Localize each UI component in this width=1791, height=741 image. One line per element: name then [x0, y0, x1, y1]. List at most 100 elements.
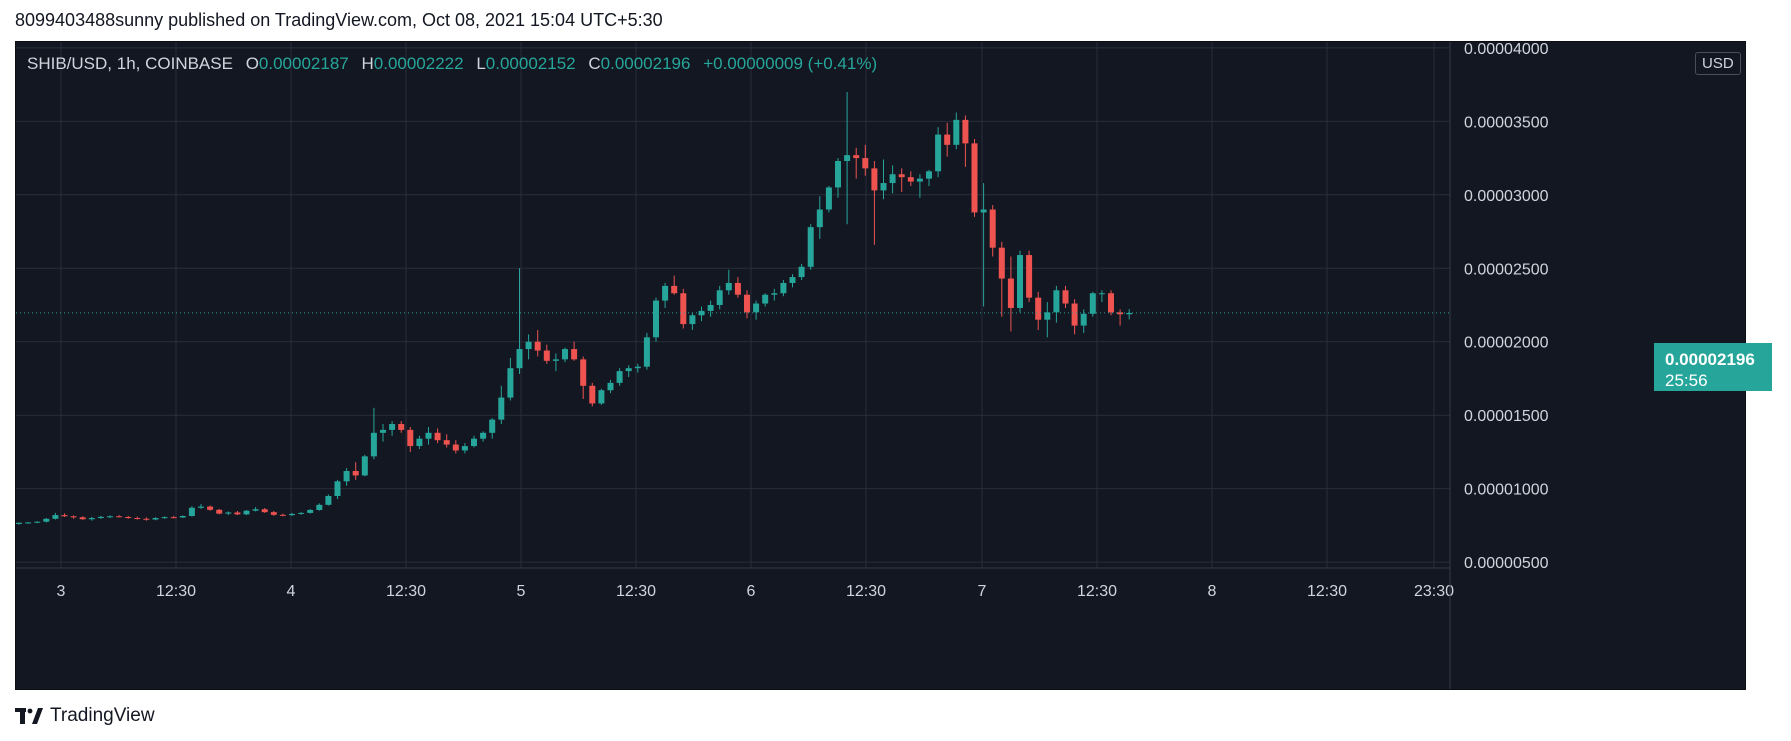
candle-body [234, 512, 241, 515]
y-tick-label: 0.00001000 [1464, 482, 1549, 499]
candle-body [507, 368, 514, 398]
candle-body [52, 515, 59, 519]
candle-body [225, 512, 232, 514]
candle-body [534, 341, 541, 351]
candle-up [552, 353, 559, 372]
x-tick-label: 12:30 [846, 583, 886, 600]
candle-body [107, 516, 113, 518]
candle-up [525, 334, 532, 360]
candle-body [689, 315, 696, 325]
candle-up [1017, 250, 1023, 313]
candle-body [889, 174, 896, 184]
candle-down [1007, 256, 1014, 332]
candle-up [334, 479, 341, 499]
candle-down [589, 382, 596, 407]
candle-body [380, 429, 386, 433]
open-value: 0.00002187 [258, 54, 349, 73]
y-tick-label: 0.00002000 [1464, 335, 1549, 352]
candle-up [370, 407, 377, 460]
candle-down [571, 341, 578, 361]
candle-body [334, 481, 341, 497]
symbol-info[interactable]: SHIB/USD, 1h, COINBASE [27, 54, 233, 73]
candle-body [953, 119, 960, 145]
candle-up [1053, 285, 1060, 323]
candle-body [461, 446, 468, 451]
candle-body [898, 174, 905, 178]
candle-down [534, 329, 541, 357]
candle-body [971, 143, 978, 213]
candle-body [498, 397, 505, 420]
x-tick-label: 4 [287, 583, 296, 600]
candle-up [507, 357, 514, 401]
candle-body [370, 432, 377, 457]
candle-body [543, 350, 550, 361]
candle-body [825, 187, 832, 210]
candle-up [461, 443, 468, 454]
candle-up [653, 297, 659, 342]
candle-down [434, 428, 441, 444]
y-tick-label: 0.00003500 [1464, 114, 1549, 131]
candle-up [16, 522, 22, 525]
candle-up [798, 263, 805, 281]
candle-up [753, 300, 760, 320]
candle-body [716, 290, 723, 305]
candle-up [52, 512, 59, 520]
candle-body [698, 310, 705, 316]
candle-down [261, 508, 268, 513]
candle-body [580, 359, 587, 386]
open-label: O [245, 54, 259, 73]
candle-down [580, 356, 587, 400]
x-tick-label: 5 [517, 583, 526, 600]
candle-body [352, 471, 359, 476]
candle-down [1062, 285, 1069, 308]
candle-body [935, 134, 942, 172]
candle-body [1007, 278, 1014, 308]
chart-panel[interactable]: 0.00000500 0.00001000 0.00001500 0.00002000… [15, 41, 1772, 690]
high-value: 0.00002222 [373, 54, 464, 73]
candle-up [926, 169, 932, 186]
candle-body [307, 509, 314, 513]
candle-up [771, 288, 778, 301]
candle-up [625, 365, 632, 377]
candle-body [471, 438, 477, 447]
candle-up [780, 280, 787, 297]
candle-body [416, 438, 423, 447]
candle-down [971, 138, 978, 217]
candle-down [234, 510, 241, 516]
candle-body [1035, 297, 1042, 320]
candle-body [625, 368, 632, 372]
candle-body [16, 522, 22, 524]
currency-button[interactable]: USD [1695, 52, 1741, 75]
candle-body [616, 371, 623, 383]
candle-down [989, 205, 996, 257]
candle-down [207, 505, 214, 511]
candle-body [325, 496, 332, 505]
candle-down [216, 508, 223, 515]
y-tick-label: 0.00004000 [1464, 42, 1549, 58]
candle-body [771, 293, 778, 295]
candle-up [1126, 309, 1133, 320]
candle-body [407, 429, 414, 447]
candle-body [598, 390, 605, 404]
candle-body [125, 517, 132, 519]
candle-body [671, 285, 678, 294]
candle-down [543, 344, 550, 364]
candle-up [889, 165, 896, 194]
candle-down [962, 115, 969, 167]
candle-down [907, 171, 914, 186]
candle-up [361, 454, 368, 477]
candle-body [916, 178, 923, 182]
candle-up [825, 185, 832, 213]
candlestick-chart[interactable]: 0.00000500 0.00001000 0.00001500 0.00002000… [16, 42, 1745, 689]
candle-body [798, 266, 805, 278]
candle-body [61, 515, 68, 517]
candle-up [916, 174, 923, 198]
candle-up [1098, 290, 1105, 303]
candle-body [152, 518, 159, 520]
candle-body [425, 432, 432, 439]
candle-body [807, 227, 814, 267]
candle-up [616, 368, 623, 386]
candle-body [1044, 312, 1051, 320]
footer-brand[interactable]: TradingView [15, 705, 155, 727]
candle-up [97, 515, 104, 519]
